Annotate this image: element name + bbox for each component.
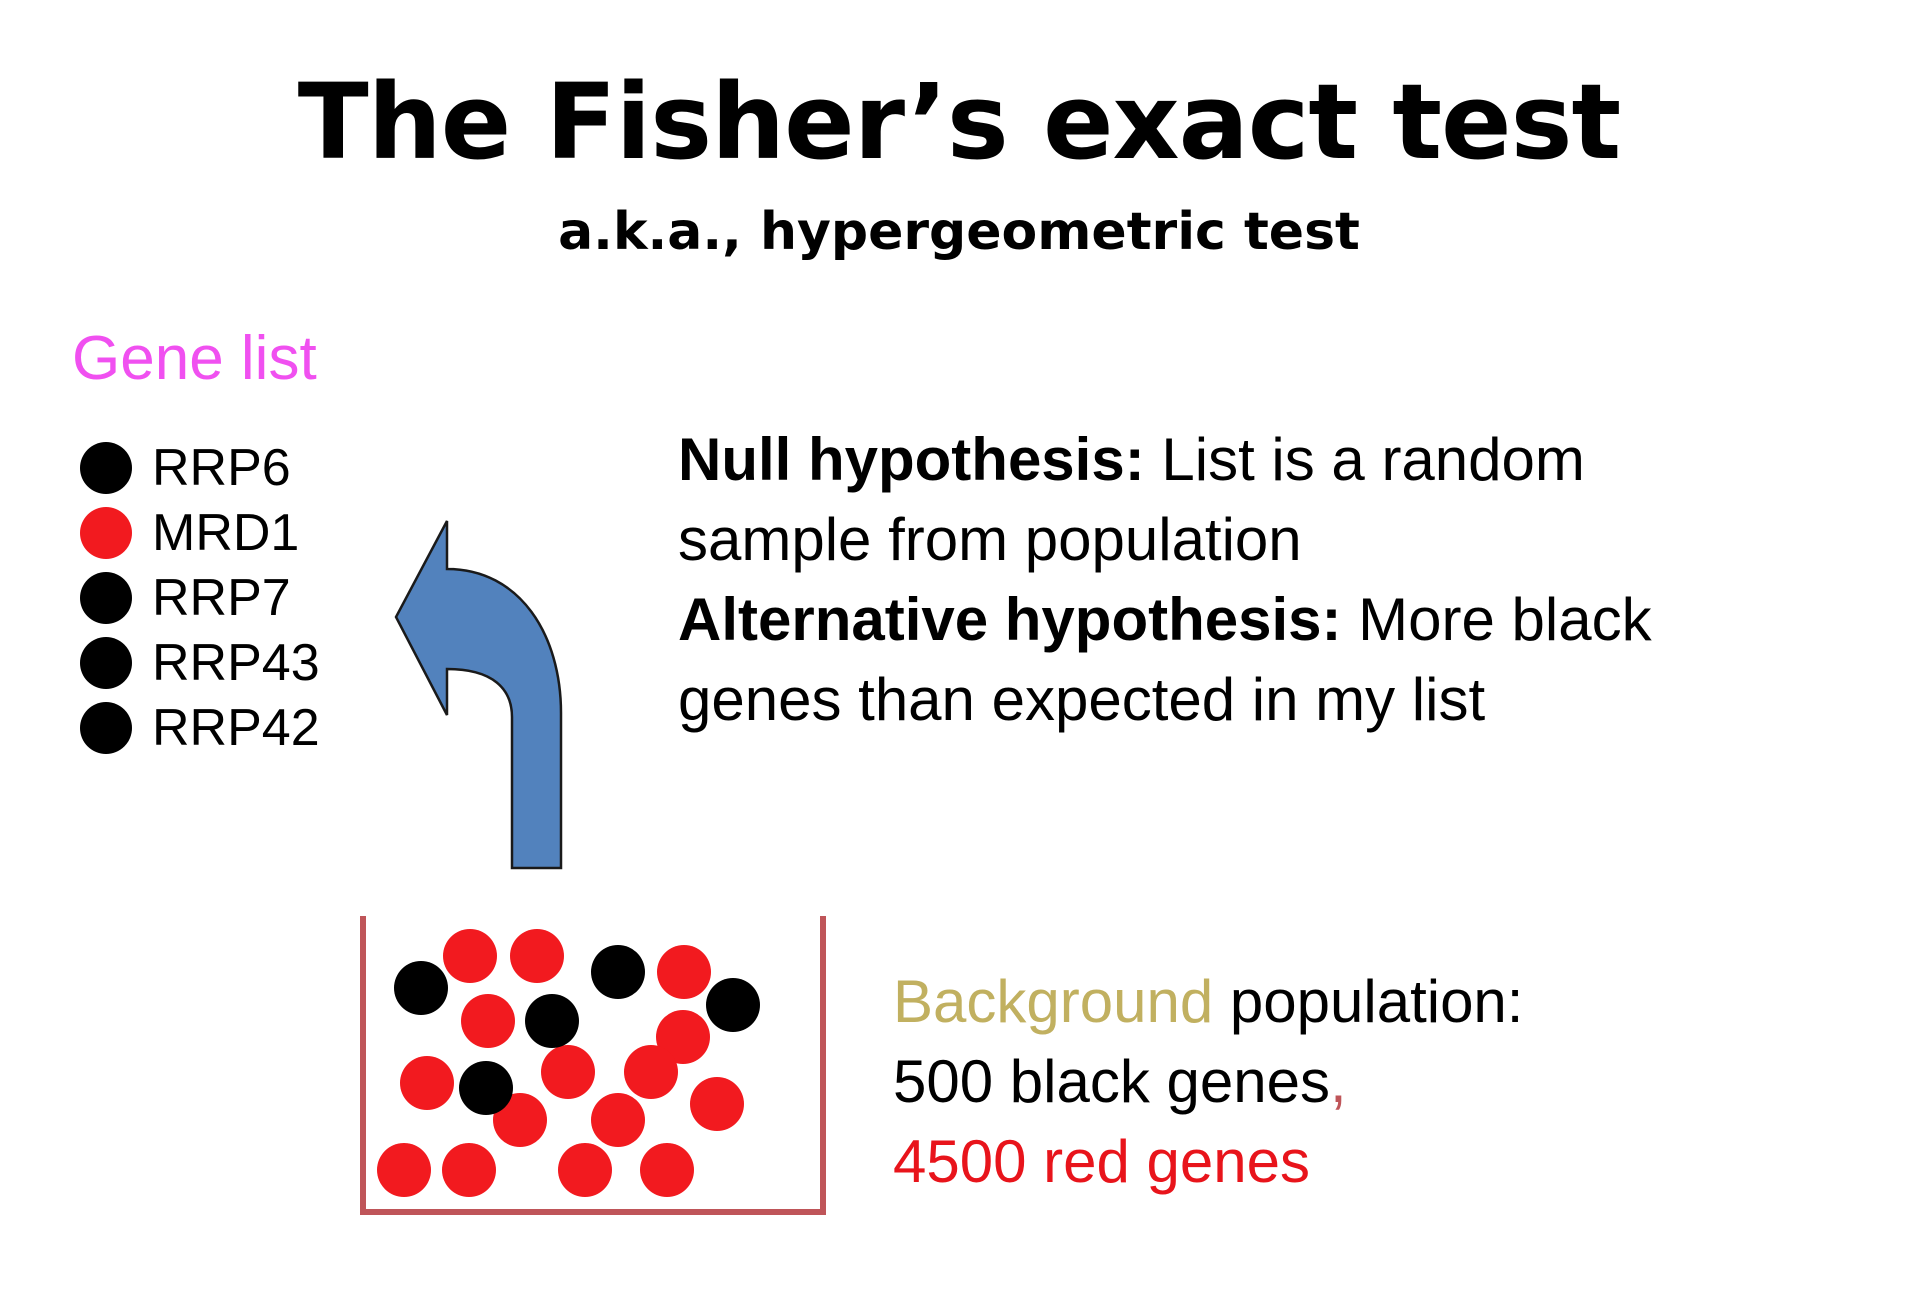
red-gene-ball [461,994,515,1048]
red-gene-ball [657,945,711,999]
gene-label: RRP43 [152,634,320,692]
open-box-container [360,916,826,1215]
gene-label: RRP6 [152,439,291,497]
black-gene-dot [80,572,132,624]
red-gene-ball [640,1143,694,1197]
black-gene-ball [706,978,760,1032]
population-label: population: [1213,968,1524,1035]
curved-up-left-arrow-icon [394,520,563,870]
red-gene-ball [541,1045,595,1099]
alternative-hypothesis-label: Alternative hypothesis: [678,586,1342,653]
background-label: Background [893,968,1214,1035]
black-gene-dot [80,637,132,689]
population-balls [377,929,760,1197]
null-hypothesis-text-cont: sample from population [678,506,1302,573]
black-gene-ball [525,994,579,1048]
gene-label: MRD1 [152,504,300,562]
black-gene-ball [459,1061,513,1115]
background-population-text: Background population: 500 black genes, … [893,962,1793,1202]
null-hypothesis-label: Null hypothesis: [678,426,1145,493]
red-gene-ball [591,1093,645,1147]
red-gene-ball [510,929,564,983]
alternative-hypothesis-text-cont: genes than expected in my list [678,666,1486,733]
red-gene-ball [656,1010,710,1064]
black-gene-count: 500 black genes [893,1048,1330,1115]
null-hypothesis-text: List is a random [1144,426,1585,493]
comma-separator: , [1330,1048,1347,1115]
gene-list-heading: Gene list [72,324,317,393]
red-gene-ball [558,1143,612,1197]
red-gene-count: 4500 red genes [893,1128,1311,1195]
red-gene-ball [442,1143,496,1197]
black-gene-ball [591,945,645,999]
red-gene-dot [80,507,132,559]
hypotheses-text: Null hypothesis: List is a random sample… [678,420,1878,740]
red-gene-ball [400,1056,454,1110]
slide-subtitle: a.k.a., hypergeometric test [558,202,1360,262]
black-gene-dot [80,702,132,754]
gene-label: RRP42 [152,699,320,757]
red-gene-ball [493,1093,547,1147]
black-gene-dot [80,442,132,494]
alternative-hypothesis-text: More black [1341,586,1652,653]
red-gene-ball [690,1077,744,1131]
slide-title: The Fisher’s exact test [297,61,1621,183]
black-gene-ball [394,961,448,1015]
red-gene-ball [624,1045,678,1099]
red-gene-ball [377,1143,431,1197]
red-gene-ball [443,929,497,983]
gene-label: RRP7 [152,569,291,627]
